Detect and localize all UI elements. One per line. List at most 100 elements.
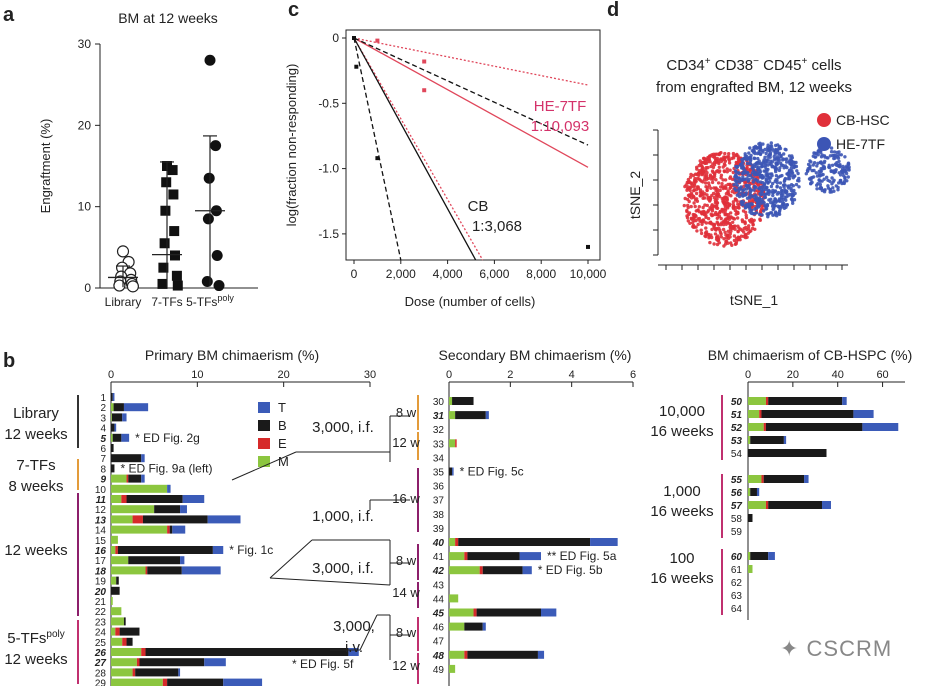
tsne-point [729,241,733,245]
tsne-point [750,176,754,180]
data-point [159,238,170,249]
tsne-point [755,178,759,183]
y-tick-label: -0.5 [318,96,339,110]
tsne-point [763,155,767,159]
plot-frame [345,29,601,261]
tsne-point [743,233,747,237]
tsne-point [809,160,813,164]
tsne-point [768,144,773,149]
data-point [213,280,225,292]
data-point [586,244,590,249]
bar-segment-M [111,525,168,534]
tsne-point [739,166,744,170]
bar-segment-B [167,678,224,686]
bar-segment-B [116,576,119,585]
tsne-point [748,190,752,194]
tsne-point [733,224,737,228]
data-point [158,262,169,273]
bar-segment-T [482,622,486,631]
bar-segment-E [473,608,477,617]
y-tick-label: -1.5 [318,227,339,241]
bar-segment-M [449,411,456,420]
connector [269,577,391,586]
tsne-point [836,156,841,160]
title-part: − [753,56,759,67]
series-line [353,37,477,261]
tsne-point [699,228,703,232]
tsne-point [704,230,709,234]
bar-segment-B [112,433,122,442]
data-point [202,213,214,225]
title-part: CD45 [759,57,802,74]
tsne-point [796,171,800,176]
tsne-point [700,218,705,223]
tsne-point [760,148,764,153]
bar-segment-T [212,546,224,554]
bar-segment-E [132,668,136,677]
bar-segment-M [449,608,474,617]
tsne-point [718,188,722,193]
data-point [211,249,223,261]
tsne-point [782,185,786,189]
bar-segment-E [759,410,762,418]
tsne-point [772,206,776,211]
row-id: 41 [433,552,445,563]
bar-segment-M [111,617,124,626]
series-line [353,37,589,168]
tsne-point [735,183,739,187]
row-id: 1 [100,393,106,404]
bar-segment-M [748,397,766,405]
tsne-point [816,153,820,157]
group-label-sub: 12 weeks [4,426,67,443]
tsne-point [737,191,741,195]
week-label: 12 w [392,435,420,450]
tsne-point [737,206,741,210]
tsne-point [715,197,719,201]
subpanel-title: Secondary BM chimaerism (%) [439,347,632,363]
tsne-point [773,179,777,184]
bar-segment-B [139,658,205,667]
tsne-point [847,165,851,169]
tsne-point [697,205,701,209]
tsne-point [709,164,713,169]
x-tick-label: 10,000 [570,267,607,281]
tsne-point [772,190,776,194]
tsne-point [768,179,772,184]
tsne-point [686,177,691,182]
row-id: 54 [731,449,743,460]
bar-segment-M [111,678,163,686]
bar-segment-E [121,495,127,503]
tsne-point [846,175,850,179]
bar-segment-B [111,413,123,422]
row-id: 64 [731,604,743,615]
tsne-point [843,155,847,159]
legend-label: CB-HSC [836,112,890,128]
row-id: 26 [94,648,107,659]
tsne-point [688,175,693,179]
bar-segment-M [111,515,133,524]
x-tick-label: 40 [832,369,844,381]
tsne-point [833,169,838,174]
tsne-point [832,178,836,182]
row-note: * Fig. 1c [229,543,273,557]
tsne-point [727,161,732,165]
tsne-point [770,160,774,164]
tsne-point [714,169,719,174]
tsne-point [710,193,714,198]
tsne-point [721,178,725,182]
tsne-point [718,169,722,173]
row-id: 58 [731,514,743,525]
bar-segment-M [111,648,142,656]
tsne-point [690,217,694,221]
x-tick-label: 20 [278,369,290,381]
bar-segment-M [111,495,122,503]
bar-segment-M [111,566,146,575]
row-id: 3 [100,413,106,424]
row-id: 28 [95,668,107,679]
tsne-point [778,181,783,185]
row-note: * ED Fig. 5c [460,465,524,479]
connector [359,614,378,651]
group-label: 7-TFs [16,457,55,474]
tsne-point [766,212,770,217]
tsne-point [740,228,744,232]
